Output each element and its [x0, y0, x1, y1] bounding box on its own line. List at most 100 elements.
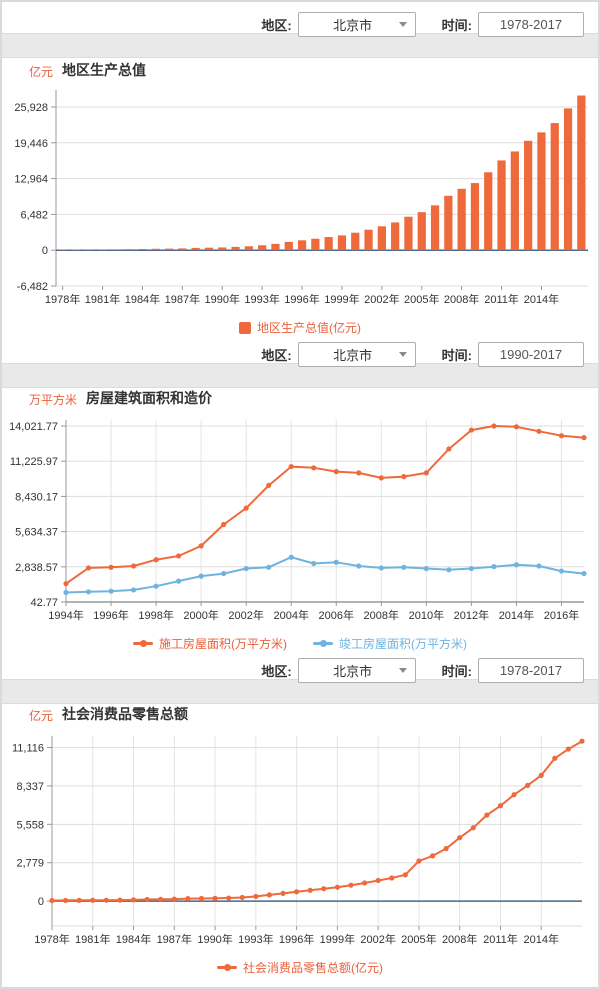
x-axis-label: 2014年 [524, 292, 559, 306]
chart-title: 房屋建筑面积和造价 [86, 390, 213, 406]
x-axis-label: 1994年 [48, 608, 83, 622]
legend-label: 竣工房屋面积(万平方米) [339, 637, 467, 651]
x-axis-label: 2002年 [364, 292, 399, 306]
y-axis-label: 5,558 [16, 819, 44, 831]
legend-label: 社会消费品零售总额(亿元) [243, 961, 383, 975]
x-axis-label: 2000年 [183, 608, 218, 622]
region-select[interactable]: 北京市 [297, 342, 416, 367]
y-axis-label: 11,116 [12, 743, 44, 755]
chart-title: 地区生产总值 [62, 62, 147, 78]
chevron-down-icon [398, 668, 407, 673]
x-axis-label: 2011年 [483, 932, 518, 946]
building-filter-bar: 地区: 北京市 时间: [2, 336, 598, 388]
chart-svg: -6,482 0 6,482 12,964 19,446 25,928 1978年 1981年… [14, 90, 588, 306]
x-axis-label: 2016年 [544, 608, 579, 622]
retail-filter-bar: 地区: 北京市 时间: [2, 652, 598, 704]
x-axis-label: 1996年 [279, 932, 314, 946]
x-axis-label: 2014年 [499, 608, 534, 622]
x-axis-label: 1999年 [320, 932, 355, 946]
series-施工房屋面积(万平方米) [63, 423, 587, 587]
section-building: 地区: 北京市 时间: 万平方米 房屋建筑面积和造价 42.77 2,838.57… [2, 336, 598, 652]
time-range-input[interactable] [478, 12, 584, 37]
y-axis-label: 5,634.37 [15, 527, 58, 539]
gdp-bar-chart: -6,482 0 6,482 12,964 19,446 25,928 1978年 1981年… [4, 80, 596, 319]
y-axis-label: 0 [38, 896, 44, 908]
x-axis-label: 1978年 [34, 932, 69, 946]
chevron-down-icon [398, 22, 407, 27]
legend-line-marker [133, 640, 153, 647]
region-select-value: 北京市 [333, 348, 373, 363]
x-axis-label: 1984年 [116, 932, 151, 946]
chart-svg: 42.77 2,838.57 5,634.37 8,430.17 11,225.97 14… [9, 420, 587, 622]
time-range-input[interactable] [478, 342, 584, 367]
gdp-legend: 地区生产总值(亿元) [2, 319, 598, 336]
legend-label: 施工房屋面积(万平方米) [159, 637, 287, 651]
y-axis-label: 42.77 [30, 597, 58, 609]
x-axis-label: 1990年 [205, 292, 240, 306]
x-axis-label: 2006年 [319, 608, 354, 622]
series-竣工房屋面积(万平方米) [63, 554, 587, 596]
x-axis-label: 1999年 [324, 292, 359, 306]
series-地区生产总值(亿元) [58, 95, 586, 251]
y-axis-label: 19,446 [14, 138, 48, 150]
chevron-down-icon [398, 352, 407, 357]
time-label: 时间: [441, 18, 472, 33]
y-axis-label: 25,928 [14, 102, 48, 114]
y-axis-unit: 亿元 [29, 65, 54, 79]
region-label: 地区: [261, 348, 292, 363]
retail-line-chart: 0 2,779 5,558 8,337 11,116 1978年 1981年 1984年 198… [4, 724, 596, 959]
time-label: 时间: [441, 348, 472, 363]
y-axis-label: 11,225.97 [10, 456, 58, 468]
retail-legend: 社会消费品零售总额(亿元) [2, 959, 598, 976]
x-axis-label: 1998年 [138, 608, 173, 622]
x-axis-label: 2005年 [404, 292, 439, 306]
legend-line-marker [217, 964, 237, 971]
time-range-input[interactable] [478, 658, 584, 683]
y-axis-label: 8,337 [16, 781, 44, 793]
x-axis-label: 1981年 [85, 292, 120, 306]
y-axis-unit: 亿元 [29, 709, 54, 723]
header-band [2, 679, 598, 704]
y-axis-label: 0 [42, 245, 48, 257]
legend-line-marker [313, 640, 333, 647]
time-label: 时间: [441, 664, 472, 679]
section-retail: 地区: 北京市 时间: 亿元 社会消费品零售总额 0 2,779 5,558 8,33… [2, 652, 598, 976]
y-axis-label: 8,430.17 [15, 491, 58, 503]
x-axis-label: 2008年 [442, 932, 477, 946]
legend-item[interactable]: 社会消费品零售总额(亿元) [217, 959, 383, 976]
region-label: 地区: [261, 664, 292, 679]
x-axis-label: 2010年 [409, 608, 444, 622]
y-axis-label: 14,021.77 [9, 421, 58, 433]
legend-square-marker [239, 321, 251, 334]
region-select[interactable]: 北京市 [297, 12, 416, 37]
building-legend: 施工房屋面积(万平方米) 竣工房屋面积(万平方米) [2, 635, 598, 652]
y-axis-label: 12,964 [14, 174, 48, 186]
x-axis-label: 1981年 [75, 932, 110, 946]
x-axis-label: 1990年 [197, 932, 232, 946]
region-select[interactable]: 北京市 [297, 658, 416, 683]
x-axis-label: 2004年 [273, 608, 308, 622]
legend-item[interactable]: 竣工房屋面积(万平方米) [313, 635, 467, 652]
x-axis-label: 2002年 [228, 608, 263, 622]
x-axis-label: 2005年 [401, 932, 436, 946]
x-axis-label: 1993年 [244, 292, 279, 306]
x-axis-label: 1987年 [165, 292, 200, 306]
chart-title: 社会消费品零售总额 [62, 706, 189, 722]
gdp-filter-bar: 地区: 北京市 时间: [2, 6, 598, 58]
legend-label: 地区生产总值(亿元) [257, 321, 361, 335]
building-line-chart: 42.77 2,838.57 5,634.37 8,430.17 11,225.97 14… [4, 408, 596, 635]
x-axis-label: 2012年 [454, 608, 489, 622]
x-axis-label: 2008年 [444, 292, 479, 306]
series-社会消费品零售总额(亿元) [49, 738, 585, 904]
x-axis-label: 1993年 [238, 932, 273, 946]
region-label: 地区: [261, 18, 292, 33]
y-axis-label: 6,482 [20, 209, 48, 221]
x-axis-label: 1996年 [284, 292, 319, 306]
legend-item[interactable]: 地区生产总值(亿元) [239, 319, 361, 336]
x-axis-label: 1996年 [93, 608, 128, 622]
x-axis-label: 1978年 [45, 292, 80, 306]
legend-item[interactable]: 施工房屋面积(万平方米) [133, 635, 287, 652]
x-axis-label: 1984年 [125, 292, 160, 306]
y-axis-unit: 万平方米 [29, 393, 78, 407]
